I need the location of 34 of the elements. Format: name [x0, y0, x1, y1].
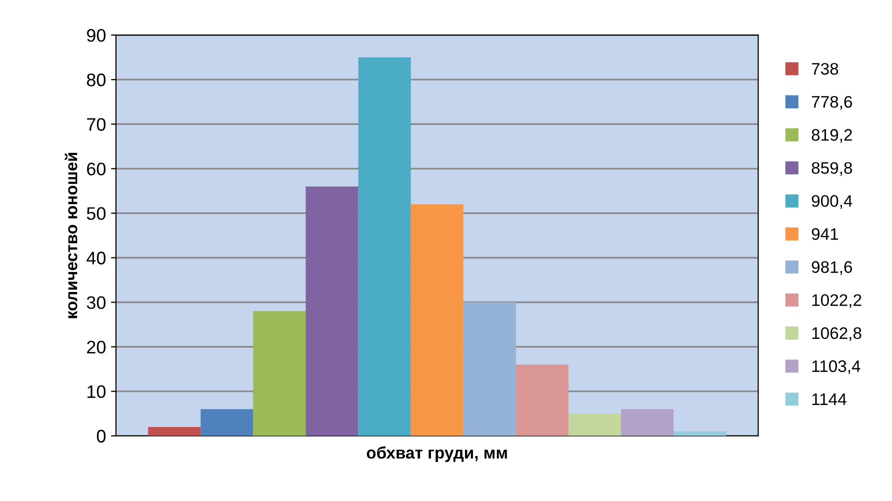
y-tick-label: 20 [87, 340, 106, 354]
legend-label: 1103,4 [812, 360, 860, 374]
bar [463, 302, 516, 436]
bar [568, 414, 621, 436]
x-axis-title: обхват груди, мм [366, 446, 507, 462]
legend-label: 900,4 [812, 195, 852, 209]
y-tick-label: 40 [86, 252, 106, 264]
legend-label: 819,2 [812, 129, 852, 143]
bar [410, 204, 464, 436]
legend-label: 859,8 [812, 162, 852, 176]
legend-label: 1022,2 [812, 294, 862, 308]
legend-label: 1144 [812, 393, 846, 405]
legend-label: 941 [812, 228, 838, 240]
bar [306, 186, 358, 436]
y-tick-label: 90 [87, 29, 106, 42]
y-tick-label: 0 [96, 430, 106, 443]
bar [674, 431, 726, 436]
legend-label: 778,6 [812, 96, 852, 110]
y-tick-label: 10 [88, 385, 106, 398]
bar [253, 311, 306, 436]
y-tick-label: 50 [86, 207, 106, 220]
legend-label: 981,6 [812, 261, 852, 275]
bar [358, 57, 411, 436]
legend-label: 1062,8 [812, 327, 862, 342]
bar [200, 409, 254, 436]
y-tick-label: 60 [87, 162, 106, 176]
y-tick-label: 80 [86, 74, 106, 86]
bar [148, 426, 201, 436]
y-axis-title: количество юношей [64, 152, 78, 318]
legend-label: 738 [812, 62, 838, 75]
bar [620, 409, 674, 436]
y-tick-label: 30 [86, 296, 106, 309]
y-tick-label: 70 [87, 118, 106, 131]
bar [516, 364, 568, 436]
